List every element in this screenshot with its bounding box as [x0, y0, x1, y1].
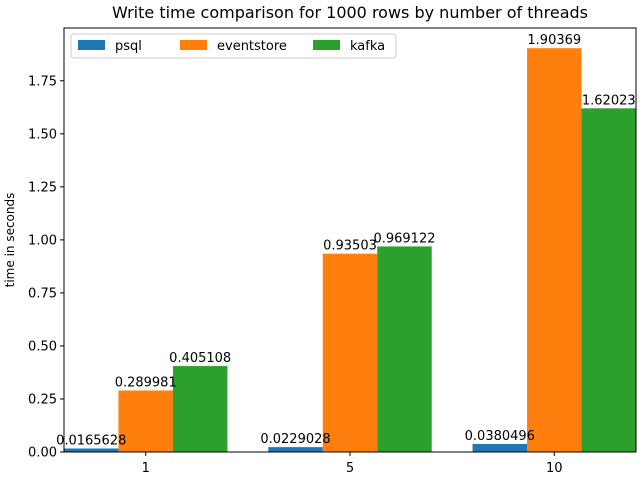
y-axis-label: time in seconds	[3, 193, 17, 288]
chart-title: Write time comparison for 1000 rows by n…	[112, 3, 588, 22]
bar-eventstore-5	[322, 253, 378, 452]
value-label-eventstore-10: 1.90369	[527, 33, 581, 48]
value-label-eventstore-5: 0.93503	[323, 239, 377, 254]
bar-kafka-5	[377, 246, 432, 452]
bar-psql-10	[472, 443, 528, 452]
bar-psql-5	[268, 447, 323, 452]
y-tick-label: 0.75	[28, 286, 57, 301]
y-tick-label: 1.25	[28, 180, 57, 195]
value-label-psql-5: 0.0229028	[260, 432, 330, 447]
x-tick-label: 10	[546, 461, 563, 476]
value-label-eventstore-1: 0.289981	[115, 375, 177, 390]
y-tick-label: 1.75	[28, 74, 57, 89]
value-labels-layer: 0.0165628 0.0229028 0.0380496 0.289981 0.935…	[56, 33, 636, 448]
legend-label-eventstore: eventstore	[217, 39, 287, 54]
legend-swatch-eventstore	[180, 40, 207, 50]
value-label-kafka-5: 0.969122	[373, 231, 435, 246]
y-tick-label: 1.00	[28, 233, 57, 248]
bar-psql-1	[63, 448, 119, 452]
x-tick-label: 5	[346, 461, 354, 476]
legend-swatch-psql	[78, 40, 105, 50]
y-tick-label: 0.25	[28, 392, 57, 407]
bar-kafka-10	[581, 108, 637, 453]
plot-frame	[63, 27, 637, 453]
y-tick-label: 1.50	[28, 127, 57, 142]
legend-label-psql: psql	[115, 39, 142, 54]
y-tick-label: 0.50	[28, 339, 57, 354]
y-tick-label: 0.00	[28, 446, 57, 461]
value-label-kafka-10: 1.62023	[582, 93, 636, 108]
value-label-kafka-1: 0.405108	[169, 351, 231, 366]
legend-label-kafka: kafka	[350, 39, 385, 54]
y-axis-ticks: 0.00 0.25 0.50 0.75 1.00 1.25 1.50 1.75	[28, 74, 64, 461]
x-tick-label: 1	[142, 461, 150, 476]
value-label-psql-1: 0.0165628	[56, 433, 126, 448]
bar-eventstore-10	[527, 48, 582, 453]
x-axis-ticks: 1 5 10	[142, 452, 563, 476]
legend: psql eventstore kafka	[70, 33, 397, 59]
bars-layer	[63, 48, 637, 453]
bar-eventstore-1	[118, 390, 173, 452]
legend-swatch-kafka	[313, 40, 340, 50]
value-label-psql-10: 0.0380496	[465, 429, 535, 444]
bar-kafka-1	[172, 366, 228, 452]
